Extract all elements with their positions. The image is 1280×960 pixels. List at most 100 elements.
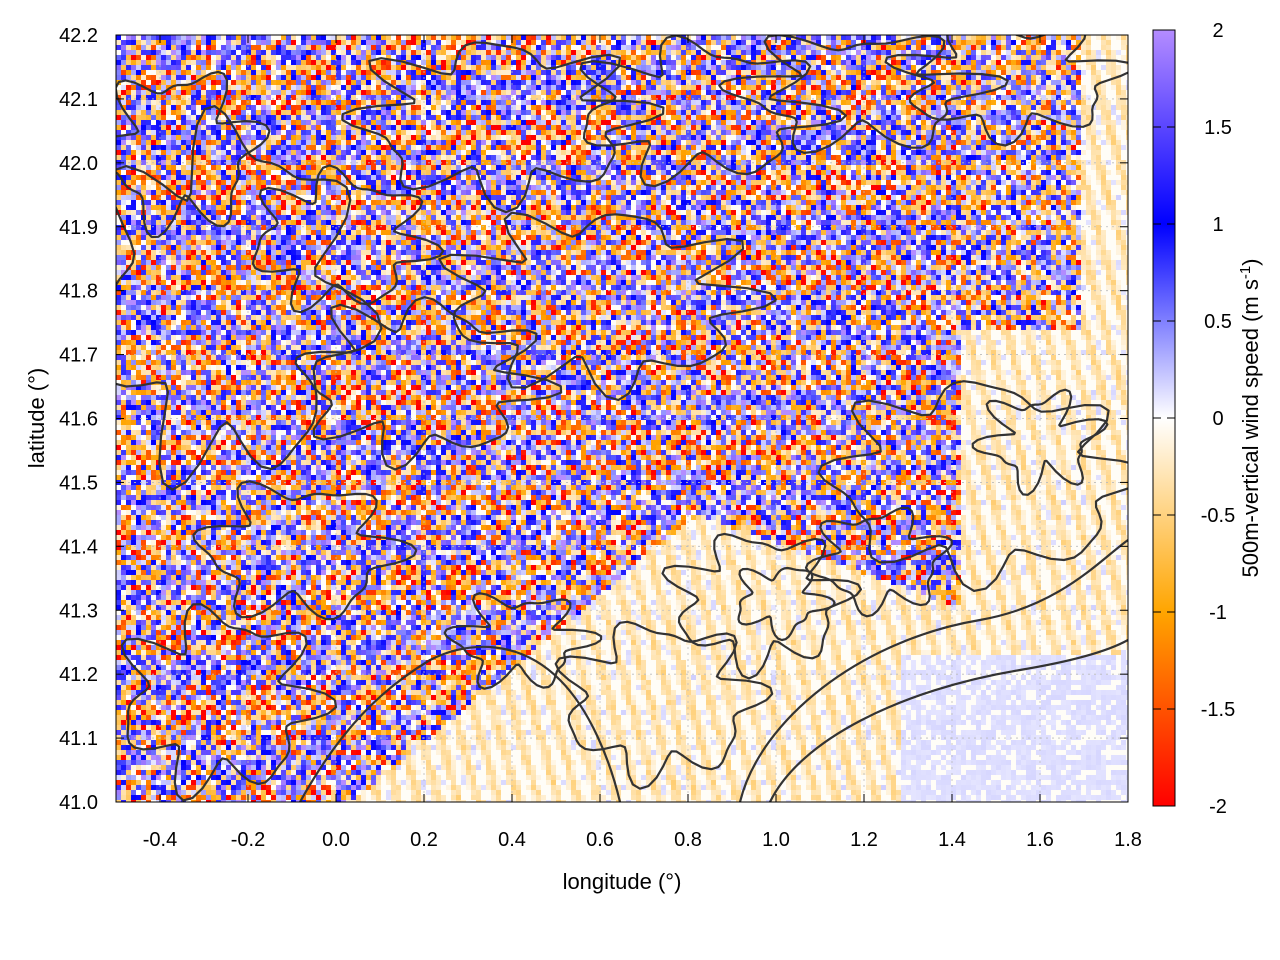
heatmap-cell xyxy=(616,110,621,115)
heatmap-cell xyxy=(656,145,661,150)
heatmap-cell xyxy=(711,150,716,155)
heatmap-cell xyxy=(406,75,411,80)
heatmap-cell xyxy=(626,115,631,120)
heatmap-cell xyxy=(521,150,526,155)
heatmap-cell xyxy=(196,50,201,55)
heatmap-cell xyxy=(471,135,476,140)
heatmap-cell xyxy=(126,95,131,100)
heatmap-cell xyxy=(771,90,776,95)
heatmap-cell xyxy=(116,45,121,50)
heatmap-cell xyxy=(771,50,776,55)
heatmap-cell xyxy=(886,60,891,65)
heatmap-cell xyxy=(166,60,171,65)
heatmap-cell xyxy=(246,65,251,70)
heatmap-cell xyxy=(876,125,881,130)
heatmap-cell xyxy=(811,65,816,70)
heatmap-cell xyxy=(276,105,281,110)
heatmap-cell xyxy=(371,155,376,160)
heatmap-cell xyxy=(926,85,931,90)
heatmap-cell xyxy=(461,85,466,90)
heatmap-cell xyxy=(731,145,736,150)
heatmap-cell xyxy=(736,140,741,145)
heatmap-cell xyxy=(251,85,256,90)
heatmap-cell xyxy=(151,105,156,110)
heatmap-cell xyxy=(966,105,971,110)
heatmap-cell xyxy=(971,125,976,130)
heatmap-cell xyxy=(386,165,391,170)
heatmap-cell xyxy=(661,155,666,160)
heatmap-cell xyxy=(856,145,861,150)
heatmap-cell xyxy=(146,140,151,145)
heatmap-cell xyxy=(396,95,401,100)
heatmap-cell xyxy=(316,140,321,145)
heatmap-cell xyxy=(381,60,386,65)
heatmap-cell xyxy=(846,120,851,125)
heatmap-cell xyxy=(706,85,711,90)
heatmap-cell xyxy=(481,130,486,135)
heatmap-cell xyxy=(201,55,206,60)
heatmap-cell xyxy=(566,85,571,90)
heatmap-cell xyxy=(211,60,216,65)
heatmap-cell xyxy=(526,140,531,145)
heatmap-cell xyxy=(951,35,956,40)
heatmap-cell xyxy=(791,95,796,100)
heatmap-cell xyxy=(606,95,611,100)
heatmap-cell xyxy=(131,85,136,90)
heatmap-cell xyxy=(246,55,251,60)
heatmap-cell xyxy=(551,115,556,120)
heatmap-cell xyxy=(126,65,131,70)
heatmap-cell xyxy=(156,55,161,60)
heatmap-cell xyxy=(391,125,396,130)
heatmap-cell xyxy=(1111,85,1116,90)
heatmap-cell xyxy=(1006,45,1011,50)
heatmap-cell xyxy=(766,110,771,115)
heatmap-cell xyxy=(936,40,941,45)
heatmap-cell xyxy=(861,155,866,160)
heatmap-cell xyxy=(941,95,946,100)
heatmap-cell xyxy=(931,145,936,150)
heatmap-cell xyxy=(866,45,871,50)
heatmap-cell xyxy=(271,90,276,95)
heatmap-cell xyxy=(436,85,441,90)
heatmap-cell xyxy=(1076,40,1081,45)
heatmap-cell xyxy=(466,130,471,135)
heatmap-cell xyxy=(441,60,446,65)
heatmap-cell xyxy=(261,145,266,150)
heatmap-cell xyxy=(551,160,556,165)
heatmap-cell xyxy=(321,150,326,155)
heatmap-cell xyxy=(756,90,761,95)
heatmap-cell xyxy=(906,75,911,80)
heatmap-cell xyxy=(836,105,841,110)
heatmap-cell xyxy=(536,150,541,155)
heatmap-cell xyxy=(736,115,741,120)
heatmap-cell xyxy=(966,40,971,45)
heatmap-cell xyxy=(581,105,586,110)
heatmap-cell xyxy=(1006,105,1011,110)
heatmap-cell xyxy=(656,80,661,85)
heatmap-cell xyxy=(1066,140,1071,145)
heatmap-cell xyxy=(886,75,891,80)
heatmap-cell xyxy=(761,145,766,150)
heatmap-cell xyxy=(861,165,866,170)
heatmap-cell xyxy=(526,130,531,135)
heatmap-cell xyxy=(681,105,686,110)
heatmap-cell xyxy=(521,85,526,90)
heatmap-cell xyxy=(951,160,956,165)
heatmap-cell xyxy=(746,100,751,105)
heatmap-cell xyxy=(871,155,876,160)
heatmap-cell xyxy=(1046,85,1051,90)
heatmap-cell xyxy=(671,60,676,65)
heatmap-cell xyxy=(371,90,376,95)
heatmap-cell xyxy=(321,135,326,140)
heatmap-cell xyxy=(501,120,506,125)
heatmap-cell xyxy=(281,45,286,50)
heatmap-cell xyxy=(511,140,516,145)
heatmap-cell xyxy=(686,110,691,115)
heatmap-cell xyxy=(666,75,671,80)
heatmap-cell xyxy=(1091,140,1096,145)
heatmap-cell xyxy=(781,40,786,45)
heatmap-cell xyxy=(476,60,481,65)
heatmap-cell xyxy=(406,115,411,120)
heatmap-cell xyxy=(586,130,591,135)
heatmap-cell xyxy=(566,110,571,115)
